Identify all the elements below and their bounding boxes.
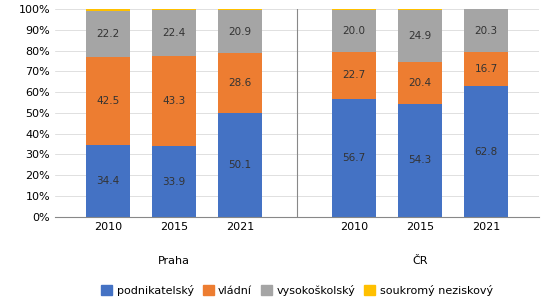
Text: 54.3: 54.3 — [409, 155, 432, 165]
Bar — [218, 9, 262, 10]
Bar — [398, 9, 442, 10]
Text: 20.3: 20.3 — [475, 26, 498, 36]
Bar — [152, 56, 196, 146]
Bar — [398, 10, 442, 62]
Bar — [218, 113, 262, 217]
Bar — [332, 99, 376, 217]
Bar — [86, 11, 130, 57]
Bar — [152, 146, 196, 217]
Legend: podnikatelský, vládní, vysokoškolský, soukromý neziskový: podnikatelský, vládní, vysokoškolský, so… — [97, 281, 497, 300]
Text: 56.7: 56.7 — [343, 153, 366, 163]
Text: 22.4: 22.4 — [162, 28, 185, 38]
Bar — [86, 57, 130, 145]
Text: 24.9: 24.9 — [409, 31, 432, 41]
Bar — [464, 51, 508, 86]
Bar — [86, 9, 130, 11]
Text: 20.9: 20.9 — [228, 26, 251, 36]
Text: 22.2: 22.2 — [96, 29, 119, 39]
Text: 50.1: 50.1 — [228, 160, 251, 170]
Bar — [218, 53, 262, 113]
Text: 34.4: 34.4 — [96, 176, 119, 186]
Bar — [218, 10, 262, 53]
Text: 43.3: 43.3 — [162, 96, 185, 106]
Text: 42.5: 42.5 — [96, 96, 119, 106]
Bar — [152, 9, 196, 10]
Bar — [86, 145, 130, 217]
Text: 62.8: 62.8 — [475, 147, 498, 157]
Bar — [398, 104, 442, 217]
Text: 16.7: 16.7 — [475, 64, 498, 74]
Bar — [332, 52, 376, 99]
Text: 33.9: 33.9 — [162, 176, 185, 187]
Text: ČR: ČR — [412, 256, 428, 265]
Bar — [464, 9, 508, 51]
Text: 20.0: 20.0 — [343, 26, 366, 36]
Text: 28.6: 28.6 — [228, 78, 251, 88]
Bar — [332, 10, 376, 52]
Text: Praha: Praha — [158, 256, 190, 265]
Bar — [152, 10, 196, 56]
Bar — [398, 62, 442, 104]
Text: 20.4: 20.4 — [409, 78, 432, 88]
Bar — [332, 9, 376, 10]
Text: 22.7: 22.7 — [343, 70, 366, 80]
Bar — [464, 86, 508, 217]
